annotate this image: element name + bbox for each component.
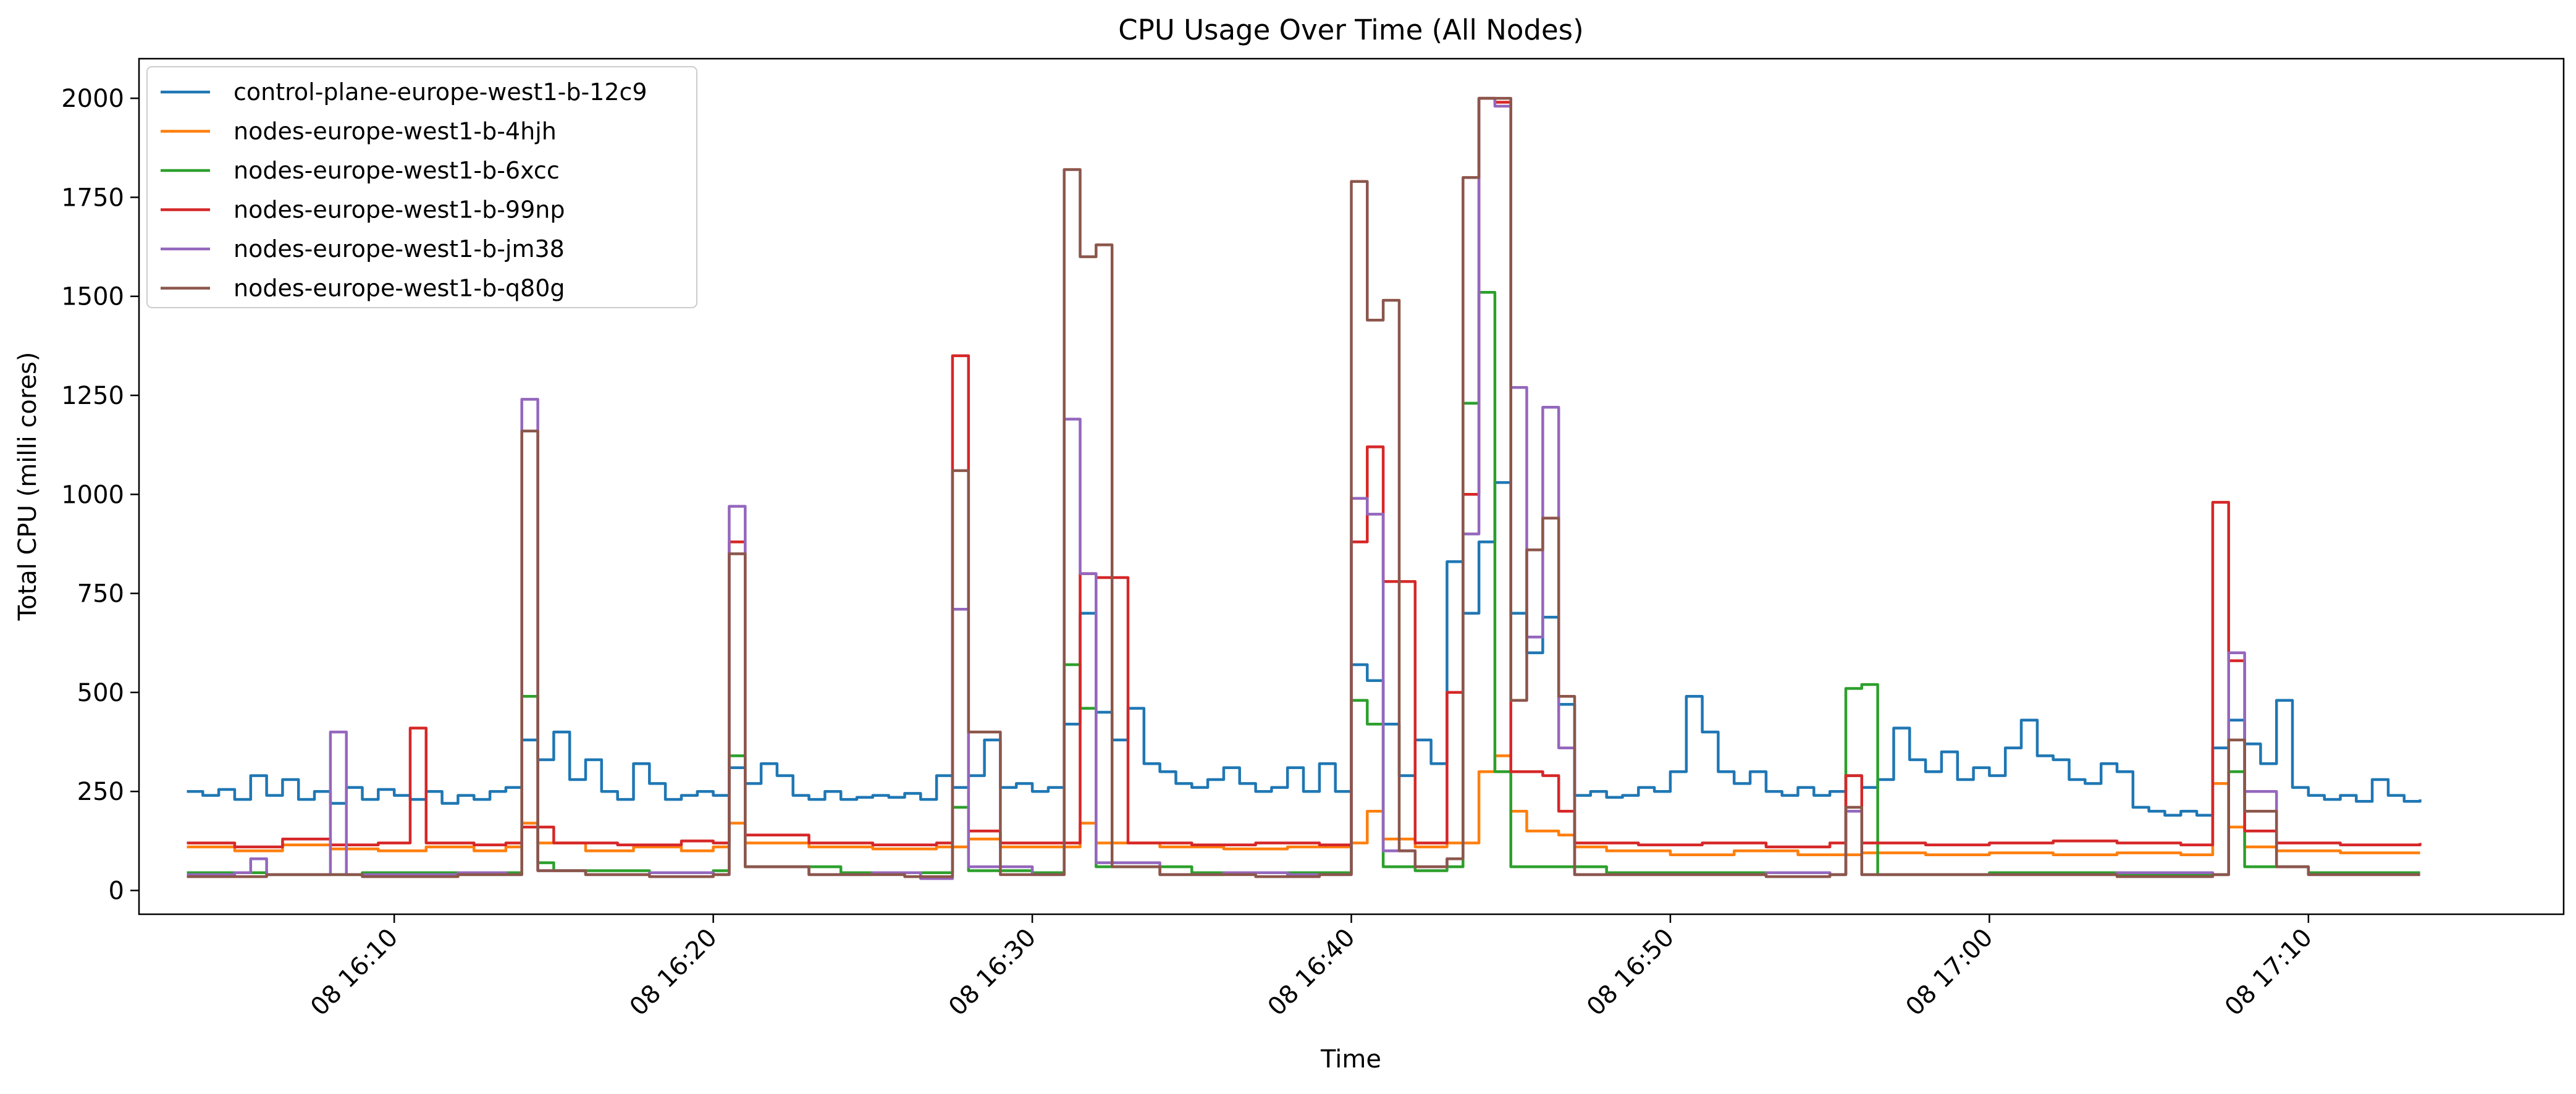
- legend-label: nodes-europe-west1-b-4hjh: [234, 118, 557, 145]
- y-tick-label: 1000: [61, 481, 124, 509]
- chart-title: CPU Usage Over Time (All Nodes): [1118, 14, 1583, 46]
- legend-label: control-plane-europe-west1-b-12c9: [234, 78, 647, 106]
- legend-label: nodes-europe-west1-b-jm38: [234, 235, 565, 263]
- y-tick-label: 2000: [61, 85, 124, 113]
- legend-label: nodes-europe-west1-b-6xcc: [234, 157, 560, 184]
- legend-box: [146, 66, 697, 308]
- x-tick-label: 08 16:40: [1263, 924, 1361, 1022]
- series-line-3: [187, 291, 2420, 877]
- series-line-1: [187, 481, 2422, 817]
- y-axis: 0 250 500 750 1000 1250 1500 1750 2000: [61, 85, 139, 906]
- y-tick-label: 1750: [61, 183, 124, 212]
- x-tick-label: 08 17:10: [2220, 924, 2318, 1022]
- series-lines: [187, 96, 2422, 880]
- x-axis-label: Time: [1320, 1045, 1381, 1074]
- x-tick-label: 08 17:00: [1900, 924, 1998, 1022]
- y-axis-label: Total CPU (milli cores): [14, 352, 42, 621]
- y-tick-label: 250: [77, 778, 124, 806]
- x-tick-label: 08 16:50: [1581, 924, 1680, 1022]
- y-tick-label: 1500: [61, 283, 124, 311]
- x-axis: 08 16:10 08 16:20 08 16:30 08 16:40 08 16:50…: [305, 914, 2318, 1022]
- y-tick-label: 0: [109, 877, 124, 906]
- series-line-6: [187, 96, 2420, 878]
- y-tick-label: 1250: [61, 382, 124, 410]
- y-tick-label: 750: [77, 580, 124, 608]
- legend-label: nodes-europe-west1-b-q80g: [234, 275, 565, 302]
- legend: control-plane-europe-west1-b-12c9 nodes-e…: [146, 66, 697, 308]
- legend-label: nodes-europe-west1-b-99np: [234, 196, 565, 224]
- y-tick-label: 500: [77, 679, 124, 707]
- x-tick-label: 08 16:30: [943, 924, 1042, 1022]
- x-tick-label: 08 16:10: [305, 924, 403, 1022]
- x-tick-label: 08 16:20: [625, 924, 723, 1022]
